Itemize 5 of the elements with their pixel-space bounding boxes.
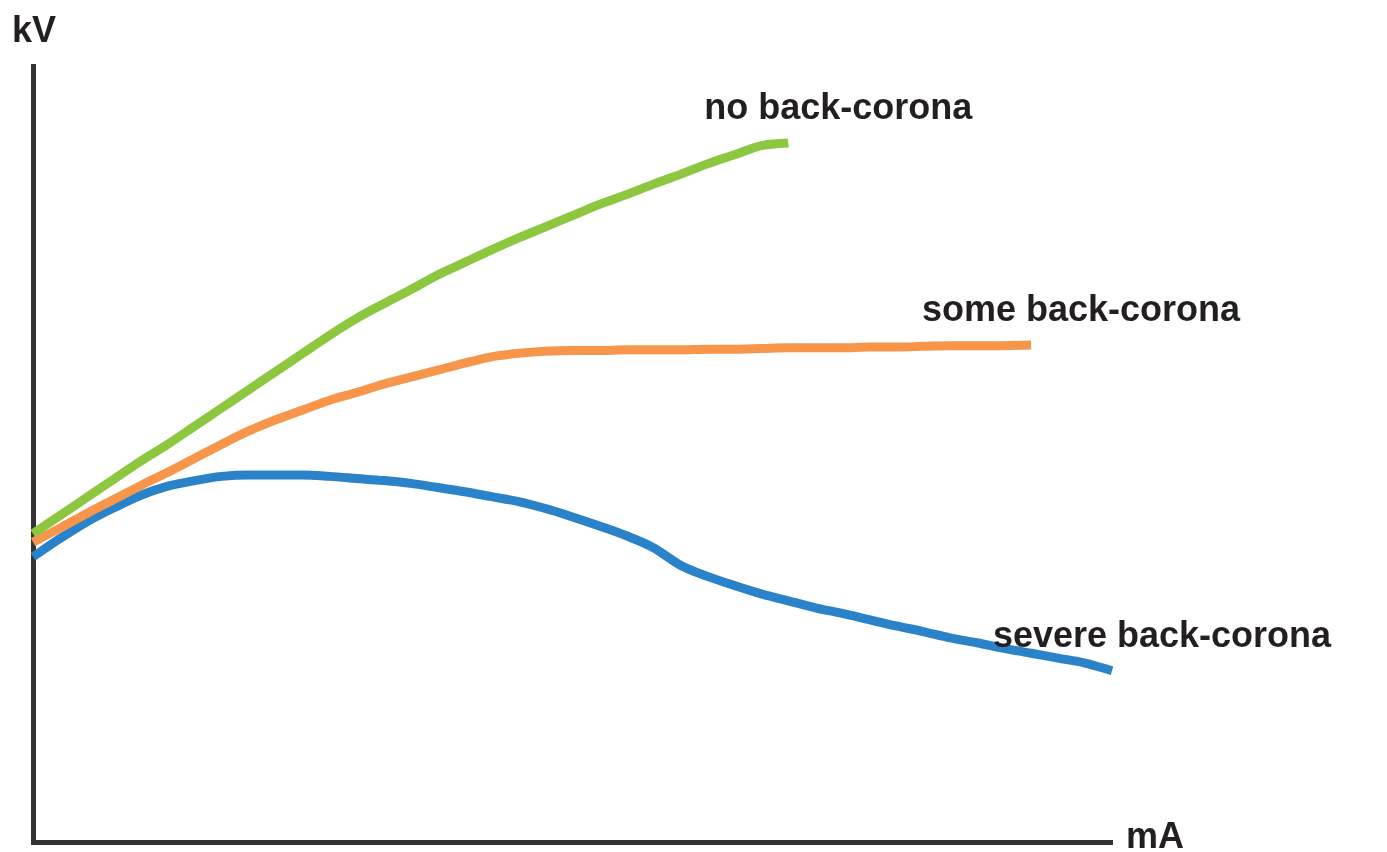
series-label: severe back-corona <box>992 613 1333 655</box>
x-axis-title: mA <box>1126 815 1185 852</box>
series-label: some back-corona <box>922 287 1242 329</box>
y-axis-title: kV <box>12 9 57 50</box>
series-label: no back-corona <box>704 85 974 127</box>
